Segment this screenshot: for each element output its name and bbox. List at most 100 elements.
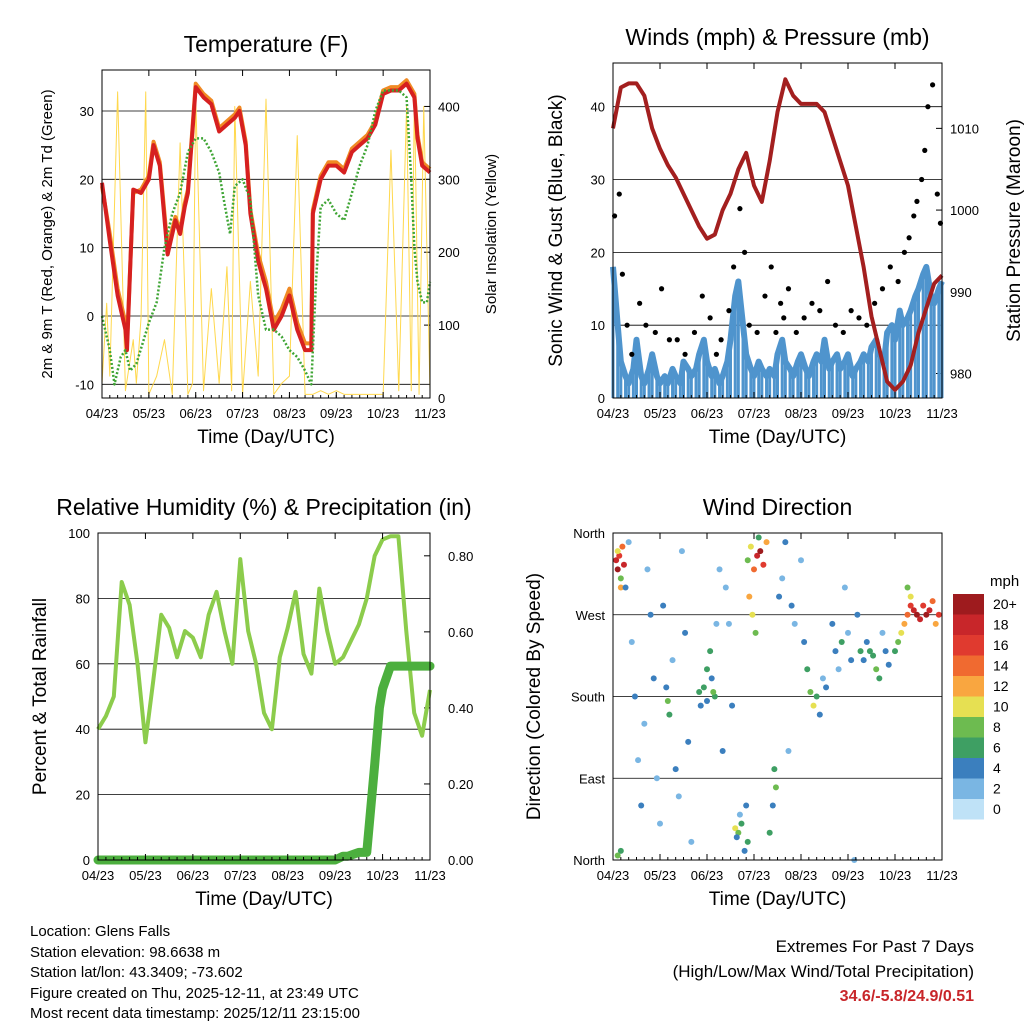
y2-tick-label: 980 <box>950 366 972 381</box>
y-tick-label: East <box>579 771 605 786</box>
y2-axis-label: Station Pressure (Maroon) <box>1004 119 1024 342</box>
direction-point <box>904 611 911 618</box>
direction-point <box>732 825 739 832</box>
x-tick-label: 10/23 <box>366 868 399 883</box>
colorbar-label: 4 <box>993 760 1001 776</box>
direction-point <box>716 566 723 573</box>
direction-point <box>682 629 689 636</box>
recent-timestamp: Most recent data timestamp: 2025/12/11 2… <box>30 1005 360 1022</box>
direction-point <box>917 616 924 623</box>
gust-point <box>707 315 713 321</box>
panel-title: Wind Direction <box>703 494 853 520</box>
y2-tick-label: 990 <box>950 285 972 300</box>
gust-point <box>666 337 673 343</box>
colorbar-label: 10 <box>993 699 1009 715</box>
gust-point <box>778 300 784 306</box>
direction-point <box>835 666 842 673</box>
direction-point <box>823 684 830 691</box>
direction-point <box>664 698 671 705</box>
direction-point <box>747 543 754 550</box>
direction-point <box>866 648 873 655</box>
gust-point <box>754 329 760 336</box>
y-tick-label: 100 <box>68 526 90 541</box>
direction-point <box>907 593 914 600</box>
colorbar-swatch <box>953 778 984 799</box>
x-tick-label: 08/23 <box>785 406 818 421</box>
gust-point <box>914 198 920 204</box>
x-axis-label: Time (Day/UTC) <box>709 427 847 448</box>
x-tick-label: 07/23 <box>738 406 771 421</box>
y-tick-label: North <box>573 853 605 868</box>
gust-point <box>619 271 626 277</box>
y2-tick-label: 0 <box>438 391 445 406</box>
direction-point <box>672 766 679 773</box>
direction-point <box>860 657 867 664</box>
colorbar-label: 20+ <box>993 596 1017 612</box>
direction-point <box>901 620 908 627</box>
y-tick-label: 0 <box>87 309 94 324</box>
direction-point <box>616 552 623 559</box>
direction-point <box>744 838 751 845</box>
direction-point <box>769 802 776 809</box>
colorbar-swatch <box>953 594 984 615</box>
series-2m-t <box>100 81 432 353</box>
y-tick-label: 40 <box>76 722 90 737</box>
direction-point <box>885 661 892 668</box>
y-tick-label: 30 <box>80 104 94 119</box>
direction-point <box>678 548 685 555</box>
y2-tick-label: 0.00 <box>448 853 473 868</box>
direction-point <box>763 539 770 546</box>
direction-point <box>650 675 657 682</box>
direction-point <box>647 611 654 618</box>
y-tick-label: 10 <box>80 241 94 256</box>
panel-title: Relative Humidity (%) & Precipitation (i… <box>56 494 471 520</box>
direction-point <box>829 620 836 627</box>
direction-point <box>838 639 845 645</box>
direction-point <box>779 575 786 582</box>
y-axis-label: 2m & 9m T (Red, Orange) & 2m Td (Green) <box>39 89 56 378</box>
direction-point <box>660 602 667 609</box>
gust-point <box>832 322 839 328</box>
gust-point <box>901 249 908 255</box>
series-solar-insolation <box>101 91 431 395</box>
plot-frame <box>101 69 431 399</box>
direction-point <box>744 557 751 564</box>
direction-point <box>788 602 795 609</box>
y2-tick-label: 100 <box>438 318 460 333</box>
direction-point <box>631 693 638 700</box>
gust-point <box>629 351 635 357</box>
direction-point <box>749 611 756 618</box>
direction-point <box>617 584 624 591</box>
extremes-box: Extremes For Past 7 Days (High/Low/Max W… <box>673 934 974 1009</box>
y2-axis-label: Solar Insolation (Yellow) <box>483 154 500 314</box>
direction-point <box>735 829 742 836</box>
direction-point <box>879 629 886 636</box>
direction-point <box>697 702 704 709</box>
gust-point <box>768 264 774 270</box>
direction-point <box>755 534 762 541</box>
gust-point <box>762 293 768 299</box>
colorbar-title: mph <box>990 573 1019 590</box>
direction-point <box>791 620 798 627</box>
x-tick-label: 04/23 <box>597 406 630 421</box>
series-2m-td <box>100 89 432 386</box>
direction-point <box>736 811 743 818</box>
direction-point <box>620 561 627 568</box>
x-tick-label: 05/23 <box>129 868 162 883</box>
direction-point <box>920 602 927 609</box>
colorbar-label: 12 <box>993 678 1009 694</box>
direction-point <box>719 748 726 754</box>
y2-tick-label: 0.20 <box>448 777 473 792</box>
direction-point <box>757 548 764 555</box>
gust-point <box>879 286 886 292</box>
y-axis-label: Percent & Total Rainfall <box>30 598 51 795</box>
x-tick-label: 08/23 <box>273 406 306 421</box>
direction-point <box>746 593 753 600</box>
station-elevation: Station elevation: 98.6638 m <box>30 943 221 961</box>
x-tick-label: 04/23 <box>86 406 119 421</box>
colorbar-label: 16 <box>993 637 1009 653</box>
x-tick-label: 11/23 <box>926 868 958 883</box>
direction-point <box>870 652 877 659</box>
direction-point <box>722 584 729 591</box>
